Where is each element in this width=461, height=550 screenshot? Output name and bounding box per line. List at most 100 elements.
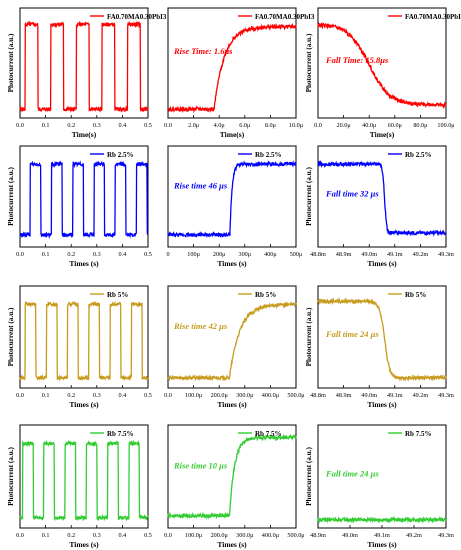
panel-0-1: 0.0 2.0μ 4.0μ 6.0μ 8.0μ 10.0μ Time(s) FA0.70MA0…	[164, 7, 315, 139]
x-axis-label: Times (s)	[69, 540, 99, 549]
annotation-label: Rise Time: 1.6μs	[173, 46, 233, 56]
x-axis-label: Times (s)	[367, 400, 397, 409]
x-axis-label: Times (s)	[217, 259, 247, 268]
plot-frame	[167, 285, 297, 389]
legend-label: FA0.70MA0.30PbI3	[405, 13, 461, 21]
panel-2-2: 48.8m 48.9m 49.0m 49.1m 49.2m 49.3m Times (s) P…	[305, 285, 454, 409]
x-tick-label: 49.0m	[361, 392, 377, 399]
y-axis-label: Photocurrent (a.u.)	[7, 447, 15, 506]
x-tick-label: 0.0	[16, 251, 24, 258]
plot-frame	[167, 424, 297, 529]
x-tick-label: 0.4	[119, 251, 127, 258]
x-tick-label: 400μ	[264, 251, 277, 258]
panel-3-0: 0.0 0.1 0.2 0.3 0.4 0.5 Times (s) Photocurrent …	[7, 424, 152, 549]
x-tick-label: 49.2m	[413, 392, 429, 399]
x-axis-label: Times (s)	[217, 540, 247, 549]
x-tick-label: 49.0m	[342, 532, 358, 539]
x-tick-label: 400.0μ	[262, 532, 280, 539]
x-tick-label: 60.0μ	[388, 122, 403, 129]
x-tick-label: 0.3	[93, 251, 101, 258]
x-axis-label: Time(s)	[72, 130, 97, 139]
panel-2-0: 0.0 0.1 0.2 0.3 0.4 0.5 Times (s) Photocurrent …	[7, 285, 152, 409]
x-tick-label: 49.3m	[438, 251, 454, 258]
series-line	[317, 22, 447, 109]
x-tick-label: 0.5	[144, 251, 152, 258]
x-tick-label: 0.0	[314, 122, 322, 129]
x-tick-label: 20.0μ	[337, 122, 352, 129]
plot-frame	[167, 145, 297, 248]
panel-1-1: 0 100μ 200μ 300μ 400μ 500μ Times (s) Rb 2.5% Ris…	[166, 145, 303, 268]
x-tick-label: 500.0μ	[287, 532, 305, 539]
panel-3-1: 0.0 100.0μ 200.0μ 300.0μ 400.0μ 500.0μ Times (…	[164, 424, 305, 549]
plot-frame	[317, 145, 447, 248]
x-tick-label: 500.0μ	[287, 392, 305, 399]
legend-label: Rb 7.5%	[107, 430, 133, 438]
x-tick-label: 0.0	[164, 122, 172, 129]
plot-frame	[317, 285, 447, 389]
y-axis-label: Photocurrent (a.u.)	[7, 307, 15, 366]
x-tick-label: 0.3	[93, 392, 101, 399]
annotation-label: Rise time 10 μs	[173, 460, 228, 470]
x-tick-label: 49.2m	[413, 251, 429, 258]
series-line	[167, 433, 297, 520]
annotation-label: Fall Time: 15.8μs	[325, 55, 389, 65]
y-axis-label: Photocurrent (a.u.)	[305, 447, 313, 506]
series-line	[167, 160, 297, 239]
y-axis-label: Photocurrent (a.u.)	[305, 307, 313, 366]
x-tick-label: 49.3m	[438, 532, 454, 539]
x-tick-label: 300μ	[238, 251, 251, 258]
x-tick-label: 49.1m	[374, 532, 390, 539]
x-tick-label: 0.3	[93, 532, 101, 539]
x-tick-label: 0.4	[119, 122, 127, 129]
series-line	[317, 159, 447, 237]
legend-label: Rb 5%	[405, 291, 426, 299]
panel-3-2: 48.9m 49.0m 49.1m 49.2m 49.3m Times (s) Photoc…	[305, 424, 454, 549]
panel-0-2: 0.0 20.0μ 40.0μ 60.0μ 80.0μ 100.0μ Time(s) Phot…	[305, 7, 461, 139]
panel-0-0: 0.0 0.1 0.2 0.3 0.4 0.5 Time(s) Photocurrent (a…	[7, 7, 167, 139]
x-tick-label: 49.2m	[406, 532, 422, 539]
x-tick-label: 0	[166, 251, 169, 258]
y-axis-label: Photocurrent (a.u.)	[7, 33, 15, 92]
x-axis-label: Times (s)	[367, 540, 397, 549]
panel-1-0: 0.0 0.1 0.2 0.3 0.4 0.5 Times (s) Photocurrent …	[7, 145, 152, 268]
x-tick-label: 0.2	[67, 532, 75, 539]
x-tick-label: 0.1	[42, 122, 50, 129]
x-tick-label: 0.2	[67, 392, 75, 399]
x-axis-label: Times (s)	[69, 400, 99, 409]
x-tick-label: 300.0μ	[236, 392, 254, 399]
series-line	[19, 20, 149, 113]
x-tick-label: 49.3m	[438, 392, 454, 399]
plot-frame	[317, 7, 447, 119]
x-tick-label: 0.1	[42, 532, 50, 539]
series-line	[167, 22, 297, 114]
series-line	[19, 300, 149, 382]
x-tick-label: 48.8m	[310, 251, 326, 258]
x-tick-label: 48.9m	[336, 251, 352, 258]
x-tick-label: 8.0μ	[265, 122, 277, 129]
x-tick-label: 48.9m	[310, 532, 326, 539]
legend-label: FA0.70MA0.30PbI3	[107, 13, 167, 21]
series-line	[167, 300, 297, 382]
x-tick-label: 0.2	[67, 122, 75, 129]
plot-frame	[167, 7, 297, 119]
x-tick-label: 0.2	[67, 251, 75, 258]
x-tick-label: 0.5	[144, 532, 152, 539]
x-tick-label: 0.0	[164, 532, 172, 539]
x-tick-label: 4.0μ	[214, 122, 226, 129]
annotation-label: Rise time 46 μs	[173, 180, 228, 190]
x-tick-label: 0.0	[164, 392, 172, 399]
x-tick-label: 200.0μ	[211, 392, 229, 399]
x-tick-label: 0.3	[93, 122, 101, 129]
x-tick-label: 49.1m	[387, 392, 403, 399]
x-tick-label: 300.0μ	[236, 532, 254, 539]
legend-label: Rb 2.5%	[255, 151, 281, 159]
x-tick-label: 40.0μ	[362, 122, 377, 129]
plot-frame	[19, 424, 149, 529]
x-tick-label: 0.4	[119, 392, 127, 399]
annotation-label: Fall time 32 μs	[325, 189, 379, 199]
legend-label: Rb 7.5%	[405, 430, 431, 438]
x-tick-label: 10.0μ	[289, 122, 304, 129]
x-tick-label: 49.0m	[361, 251, 377, 258]
x-axis-label: Time(s)	[370, 130, 395, 139]
legend-label: Rb 5%	[107, 291, 128, 299]
